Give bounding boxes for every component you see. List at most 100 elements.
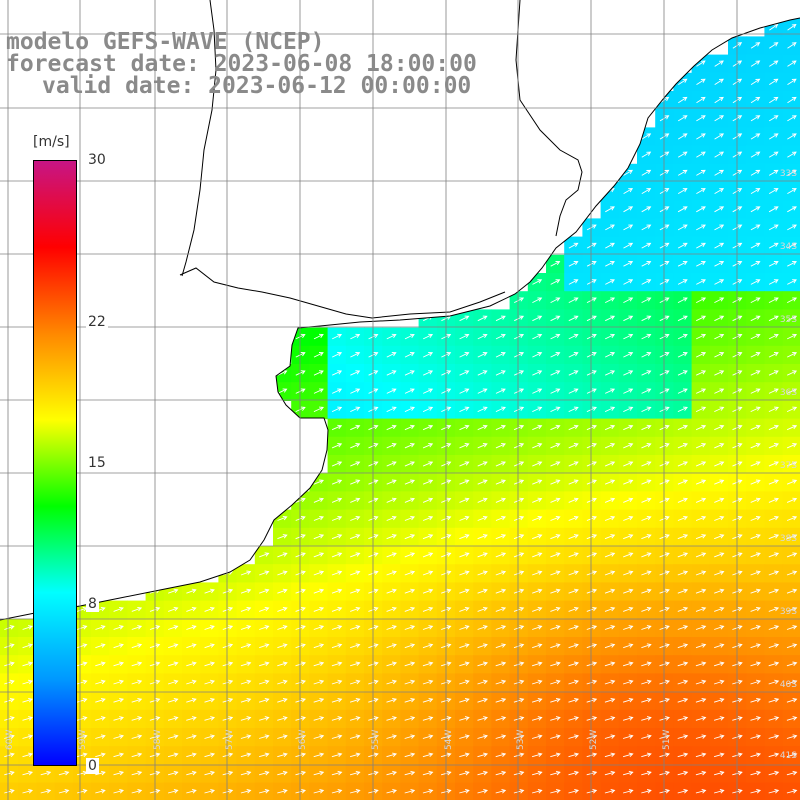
- wind-arrowhead: [774, 534, 780, 539]
- wind-arrowhead: [100, 770, 106, 776]
- wind-arrow: [422, 571, 433, 576]
- wind-arrow: [677, 279, 688, 285]
- wind-arrowhead: [9, 770, 15, 776]
- wind-arrow: [95, 717, 106, 721]
- latitude-label: 33S: [780, 169, 797, 179]
- wind-arrowhead: [519, 752, 525, 758]
- wind-arrow: [750, 297, 761, 304]
- wind-arrowhead: [282, 570, 288, 575]
- wind-arrow: [204, 625, 215, 630]
- wind-arrowhead: [410, 625, 416, 630]
- wind-arrowhead: [646, 697, 652, 703]
- wind-arrowhead: [755, 297, 761, 302]
- wind-arrowhead: [482, 388, 488, 393]
- wind-arrowhead: [664, 552, 670, 557]
- wind-arrowhead: [774, 479, 779, 484]
- wind-arrowhead: [737, 716, 743, 721]
- wind-arrowhead: [610, 606, 616, 612]
- wind-arrowhead: [555, 552, 561, 557]
- wind-arrow: [786, 753, 797, 758]
- wind-arrow: [586, 516, 597, 521]
- wind-arrowhead: [210, 770, 216, 776]
- wind-arrow: [714, 644, 724, 649]
- wind-arrowhead: [246, 570, 252, 575]
- wind-arrow: [568, 370, 578, 376]
- wind-arrowhead: [592, 697, 598, 703]
- wind-arrow: [186, 717, 197, 721]
- wind-arrow: [22, 789, 33, 794]
- wind-arrowhead: [446, 643, 452, 648]
- wind-arrowhead: [337, 625, 343, 630]
- wind-arrowhead: [228, 588, 234, 594]
- wind-arrowhead: [373, 588, 379, 594]
- wind-arrowhead: [755, 279, 761, 284]
- wind-arrow: [513, 771, 524, 776]
- wind-arrow: [531, 735, 542, 739]
- wind-arrow: [586, 370, 597, 376]
- wind-arrow: [4, 789, 15, 794]
- wind-arrow: [331, 789, 342, 794]
- wind-arrow: [404, 534, 415, 540]
- wind-arrowhead: [9, 734, 15, 739]
- wind-arrow: [550, 461, 560, 467]
- wind-arrowhead: [301, 588, 306, 594]
- wind-arrowhead: [501, 570, 507, 575]
- wind-arrow: [277, 388, 287, 394]
- wind-arrow: [568, 479, 579, 485]
- wind-arrow: [750, 60, 760, 67]
- wind-arrowhead: [592, 606, 598, 612]
- wind-arrow: [113, 789, 124, 794]
- wind-arrow: [677, 425, 688, 431]
- wind-arrow: [386, 789, 397, 794]
- wind-arrowhead: [373, 734, 379, 739]
- wind-arrowhead: [555, 279, 561, 284]
- wind-arrowhead: [755, 151, 761, 156]
- wind-arrow: [714, 388, 724, 394]
- wind-arrowhead: [210, 643, 215, 648]
- wind-arrowhead: [428, 588, 434, 594]
- wind-arrow: [204, 735, 215, 739]
- wind-arrow: [404, 625, 415, 630]
- wind-arrow: [677, 334, 688, 340]
- wind-arrowhead: [191, 752, 197, 758]
- wind-arrow: [222, 607, 233, 612]
- wind-arrowhead: [774, 497, 779, 502]
- wind-arrowhead: [574, 752, 580, 758]
- wind-arrowhead: [592, 789, 598, 794]
- wind-arrowhead: [300, 515, 306, 521]
- wind-arrowhead: [501, 606, 507, 612]
- wind-arrow: [586, 698, 597, 703]
- wind-arrowhead: [519, 661, 525, 667]
- wind-arrow: [605, 279, 615, 285]
- wind-arrowhead: [446, 388, 452, 393]
- wind-arrowhead: [773, 78, 779, 83]
- wind-arrow: [422, 498, 433, 503]
- wind-arrowhead: [482, 497, 488, 502]
- wind-arrowhead: [464, 588, 470, 594]
- wind-arrow: [76, 753, 87, 758]
- wind-arrow: [586, 753, 597, 758]
- wind-arrowhead: [610, 716, 616, 721]
- wind-arrowhead: [482, 333, 488, 339]
- wind-arrowhead: [682, 333, 688, 339]
- wind-arrow: [641, 771, 652, 776]
- wind-arrow: [623, 279, 633, 285]
- wind-arrowhead: [391, 534, 397, 539]
- wind-arrowhead: [464, 352, 470, 357]
- wind-arrowhead: [737, 279, 743, 284]
- wind-arrowhead: [664, 279, 670, 284]
- wind-arrowhead: [246, 606, 252, 612]
- wind-arrow: [786, 571, 797, 576]
- wind-arrowhead: [719, 424, 725, 430]
- wind-arrow: [186, 698, 197, 703]
- wind-arrow: [4, 717, 15, 721]
- wind-arrowhead: [719, 534, 725, 539]
- wind-arrow: [641, 461, 651, 467]
- wind-arrowhead: [155, 679, 161, 685]
- wind-arrowhead: [701, 534, 707, 539]
- wind-arrowhead: [391, 370, 397, 375]
- wind-arrowhead: [264, 661, 270, 667]
- wind-arrow: [313, 607, 324, 612]
- wind-arrowhead: [319, 479, 324, 484]
- wind-arrowhead: [391, 552, 397, 557]
